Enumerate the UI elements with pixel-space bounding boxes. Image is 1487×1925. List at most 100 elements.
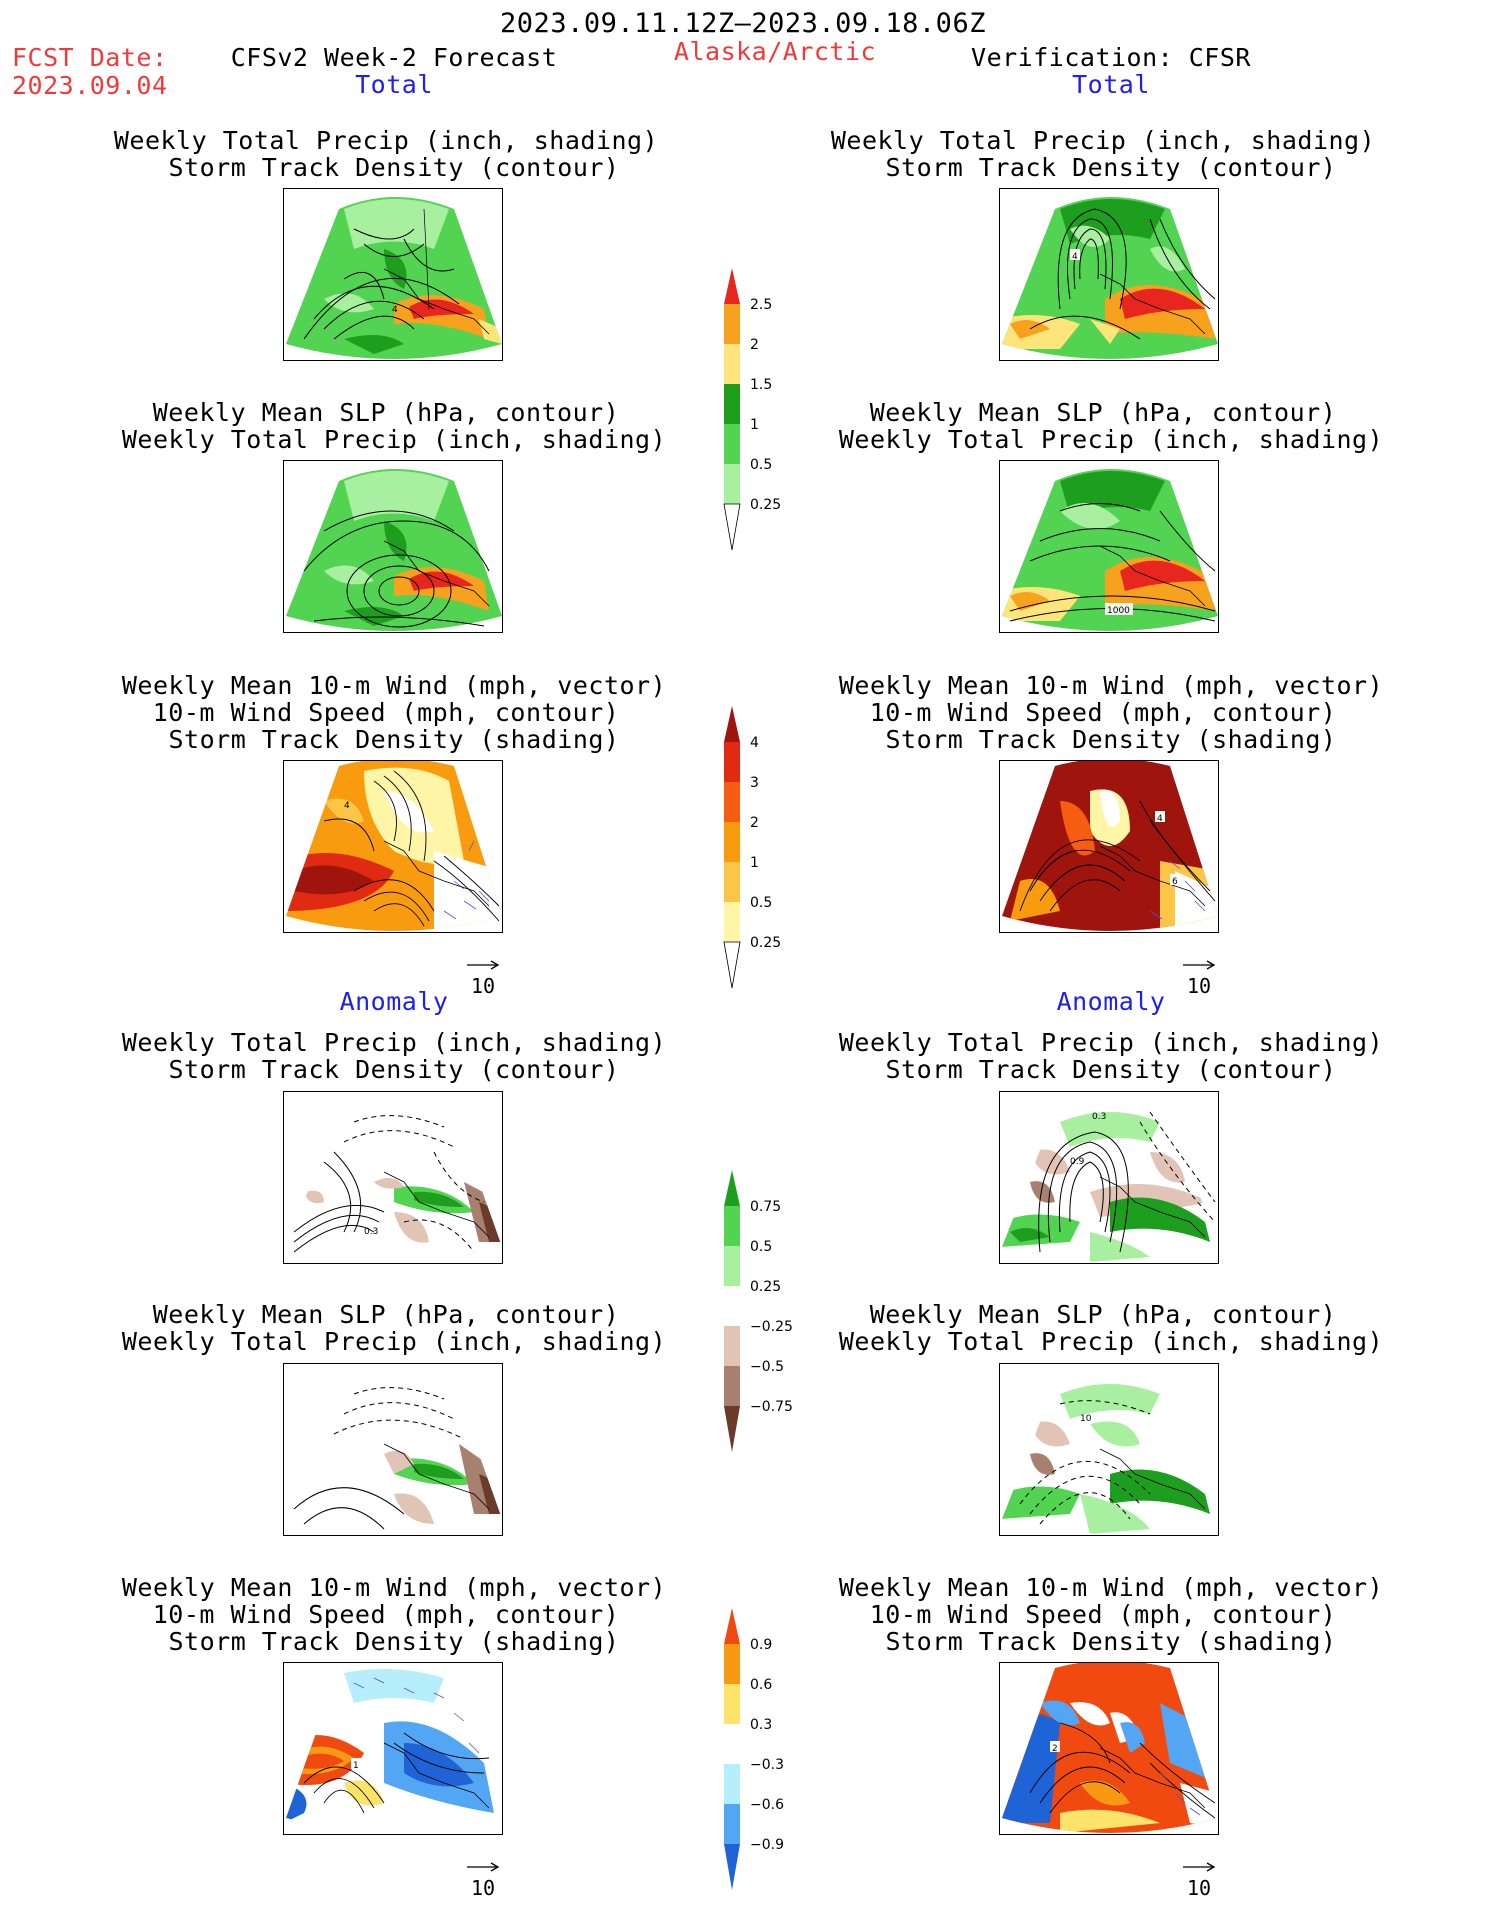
map-total-precip-storm-verif: 4 bbox=[999, 188, 1219, 361]
colorbar-precip-anom-label: 0.5 bbox=[750, 1239, 773, 1255]
section-anomaly-left: Anomaly bbox=[339, 987, 449, 1016]
colorbar-storm-anom-label: 0.9 bbox=[750, 1637, 773, 1653]
section-total-left: Total bbox=[355, 70, 433, 99]
fcst-date-value: 2023.09.04 bbox=[12, 71, 168, 100]
vector-ref-value: 10 bbox=[1186, 1876, 1212, 1900]
map-anom-slp-precip-fcst bbox=[283, 1363, 503, 1536]
title-ar3-line1: Weekly Mean 10-m Wind (mph, vector) bbox=[838, 1573, 1384, 1602]
contour-label-tr2: 1000 bbox=[1107, 606, 1130, 616]
title-tl1-line1: Weekly Total Precip (inch, shading) bbox=[113, 126, 659, 155]
colorbar-storm-label: 1 bbox=[750, 855, 759, 871]
colorbar-precip-anom-label: 0.75 bbox=[750, 1199, 782, 1215]
title-ar3-line2: 10-m Wind Speed (mph, contour) bbox=[869, 1600, 1337, 1629]
title-tl3-line3: Storm Track Density (shading) bbox=[168, 725, 620, 754]
contour-label-ar1-b: 0.9 bbox=[1070, 1157, 1085, 1167]
arrow-right-icon bbox=[1183, 960, 1216, 970]
colorbar-precip-anom-label: −0.25 bbox=[750, 1319, 793, 1335]
colorbar-storm-label: 2 bbox=[750, 815, 759, 831]
title-al3-line2: 10-m Wind Speed (mph, contour) bbox=[152, 1600, 620, 1629]
contour-label-ar3: 2 bbox=[1052, 1744, 1058, 1754]
colorbar-storm-anom-label: 0.6 bbox=[750, 1677, 773, 1693]
colorbar-precip-label: 2.5 bbox=[750, 297, 773, 313]
colorbar-storm-anom-label: 0.3 bbox=[750, 1717, 773, 1733]
title-ar1-line1: Weekly Total Precip (inch, shading) bbox=[838, 1028, 1384, 1057]
title-al2-line2: Weekly Total Precip (inch, shading) bbox=[121, 1327, 667, 1356]
colorbar-precip-label: 1 bbox=[750, 417, 759, 433]
title-ar1-line2: Storm Track Density (contour) bbox=[885, 1055, 1337, 1084]
vector-ref-value: 10 bbox=[1186, 974, 1212, 998]
title-tr2-line2: Weekly Total Precip (inch, shading) bbox=[838, 425, 1384, 454]
map-total-slp-precip-verif: 1000 bbox=[999, 460, 1219, 633]
arrow-right-icon bbox=[1183, 1862, 1216, 1872]
vector-ref-tr3: 10 bbox=[1179, 956, 1219, 997]
colorbar-precip-anom: 0.75 0.5 0.25 −0.25 −0.5 −0.75 bbox=[722, 1170, 812, 1460]
section-total-right: Total bbox=[1072, 70, 1150, 99]
colorbar-storm-label: 3 bbox=[750, 775, 759, 791]
title-tl3-line2: 10-m Wind Speed (mph, contour) bbox=[152, 698, 620, 727]
title-tr3-line3: Storm Track Density (shading) bbox=[885, 725, 1337, 754]
forecast-period: 2023.09.11.12Z–2023.09.18.06Z bbox=[500, 8, 986, 39]
colorbar-storm-anom-label: −0.3 bbox=[750, 1757, 784, 1773]
title-al2-line1: Weekly Mean SLP (hPa, contour) bbox=[152, 1300, 620, 1329]
map-total-wind-storm-fcst: 4 bbox=[283, 760, 503, 933]
colorbar-precip-total: 2.5 2 1.5 1 0.5 0.25 bbox=[722, 268, 812, 558]
map-anom-precip-storm-verif: 0.3 0.9 bbox=[999, 1091, 1219, 1264]
colorbar-precip-anom-label: 0.25 bbox=[750, 1279, 782, 1295]
arrow-right-icon bbox=[467, 960, 500, 970]
contour-label-ar2: 10 bbox=[1080, 1414, 1092, 1424]
section-anomaly-right: Anomaly bbox=[1056, 987, 1166, 1016]
title-al3-line3: Storm Track Density (shading) bbox=[168, 1627, 620, 1656]
title-al3-line1: Weekly Mean 10-m Wind (mph, vector) bbox=[121, 1573, 667, 1602]
contour-label-tl3: 4 bbox=[344, 801, 350, 811]
title-ar2-line1: Weekly Mean SLP (hPa, contour) bbox=[869, 1300, 1337, 1329]
title-tl3-line1: Weekly Mean 10-m Wind (mph, vector) bbox=[121, 671, 667, 700]
colorbar-storm-total: 4 3 2 1 0.5 0.25 bbox=[722, 706, 812, 996]
map-total-wind-storm-verif: 4 6 bbox=[999, 760, 1219, 933]
title-al1-line2: Storm Track Density (contour) bbox=[168, 1055, 620, 1084]
colorbar-precip-label: 0.25 bbox=[750, 497, 782, 513]
map-anom-precip-storm-fcst: 0.3 bbox=[283, 1091, 503, 1264]
title-ar3-line3: Storm Track Density (shading) bbox=[885, 1627, 1337, 1656]
verification-title: Verification: CFSR bbox=[971, 43, 1251, 72]
contour-label-tr3-b: 6 bbox=[1172, 877, 1178, 887]
contour-label-al3: 1 bbox=[353, 1761, 359, 1771]
title-tr2-line1: Weekly Mean SLP (hPa, contour) bbox=[869, 398, 1337, 427]
colorbar-storm-label: 0.25 bbox=[750, 935, 782, 951]
vector-ref-value: 10 bbox=[470, 1876, 496, 1900]
map-anom-slp-precip-verif: 10 bbox=[999, 1363, 1219, 1536]
title-tr3-line2: 10-m Wind Speed (mph, contour) bbox=[869, 698, 1337, 727]
contour-label-tr3-a: 4 bbox=[1157, 814, 1163, 824]
contour-label-al1: 0.3 bbox=[364, 1227, 378, 1237]
title-tl2-line1: Weekly Mean SLP (hPa, contour) bbox=[152, 398, 620, 427]
vector-ref-al3: 10 bbox=[463, 1858, 503, 1899]
colorbar-precip-label: 2 bbox=[750, 337, 759, 353]
model-title: CFSv2 Week-2 Forecast bbox=[230, 43, 558, 72]
contour-label-tl1: 4 bbox=[392, 305, 398, 315]
colorbar-precip-anom-label: −0.5 bbox=[750, 1359, 784, 1375]
contour-label-tr1: 4 bbox=[1072, 252, 1078, 262]
title-tr3-line1: Weekly Mean 10-m Wind (mph, vector) bbox=[838, 671, 1384, 700]
title-tl1-line2: Storm Track Density (contour) bbox=[168, 153, 620, 182]
contour-label-ar1-a: 0.3 bbox=[1092, 1112, 1106, 1122]
title-ar2-line2: Weekly Total Precip (inch, shading) bbox=[838, 1327, 1384, 1356]
map-anom-wind-storm-fcst: 1 bbox=[283, 1662, 503, 1835]
arrow-right-icon bbox=[467, 1862, 500, 1872]
map-anom-wind-storm-verif: 2 bbox=[999, 1662, 1219, 1835]
colorbar-storm-label: 4 bbox=[750, 735, 759, 751]
colorbar-precip-label: 1.5 bbox=[750, 377, 773, 393]
colorbar-precip-label: 0.5 bbox=[750, 457, 773, 473]
title-tl2-line2: Weekly Total Precip (inch, shading) bbox=[121, 425, 667, 454]
fcst-date-label: FCST Date: bbox=[12, 43, 168, 72]
colorbar-storm-anom-label: −0.9 bbox=[750, 1837, 784, 1853]
title-tr1-line1: Weekly Total Precip (inch, shading) bbox=[830, 126, 1376, 155]
vector-ref-value: 10 bbox=[470, 974, 496, 998]
colorbar-storm-label: 0.5 bbox=[750, 895, 773, 911]
title-al1-line1: Weekly Total Precip (inch, shading) bbox=[121, 1028, 667, 1057]
map-total-slp-precip-fcst bbox=[283, 460, 503, 633]
map-total-precip-storm-fcst: 4 bbox=[283, 188, 503, 361]
vector-ref-tl3: 10 bbox=[463, 956, 503, 997]
colorbar-storm-anom: 0.9 0.6 0.3 −0.3 −0.6 −0.9 bbox=[722, 1608, 812, 1898]
colorbar-storm-anom-label: −0.6 bbox=[750, 1797, 784, 1813]
title-tr1-line2: Storm Track Density (contour) bbox=[885, 153, 1337, 182]
colorbar-precip-anom-label: −0.75 bbox=[750, 1399, 793, 1415]
